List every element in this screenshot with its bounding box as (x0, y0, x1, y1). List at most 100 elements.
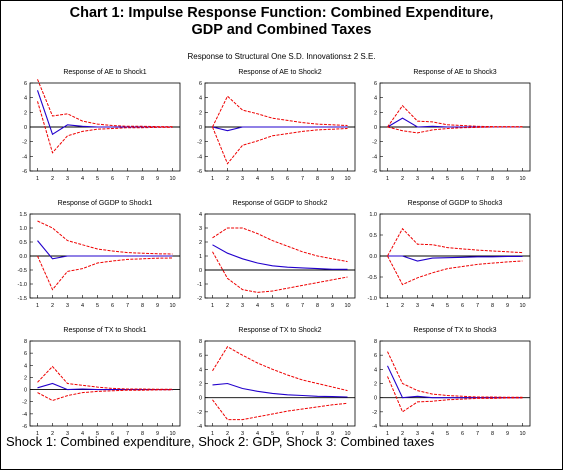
panel-6: Response of GGDP to Shock3 -1.0 -0.5 0.0 0.5… (368, 200, 531, 309)
x-tick-label: 10 (344, 431, 350, 437)
y-tick-label: -4 (372, 424, 377, 430)
x-tick-label: 10 (519, 176, 525, 182)
y-tick-label: -2 (372, 140, 377, 146)
panel-7: Response of TX to Shock1 -6 -4 -2 0 2 4 6 8 1 2 3 4 5… (22, 327, 181, 437)
x-tick-label: 2 (51, 431, 54, 437)
y-tick-label: 0 (24, 388, 27, 394)
x-tick-label: 1 (36, 431, 39, 437)
y-tick-label: -1.5 (18, 296, 27, 302)
series-upper (37, 220, 173, 255)
panel-title: Response of GGDP to Shock1 (58, 200, 153, 207)
series-response (387, 255, 523, 262)
y-tick-label: -0.5 (18, 268, 27, 274)
y-tick-label: -2 (197, 296, 202, 302)
y-tick-label: 4 (24, 363, 27, 369)
x-tick-label: 6 (111, 176, 114, 182)
y-tick-label: 4 (374, 96, 377, 102)
y-tick-label: 1.0 (369, 212, 377, 218)
panel-title: Response of AE to Shock2 (238, 69, 321, 76)
series-upper (212, 227, 348, 263)
x-tick-label: 10 (344, 303, 350, 309)
y-tick-label: -4 (22, 154, 27, 160)
series-response (212, 126, 348, 132)
x-tick-label: 2 (226, 176, 229, 182)
x-tick-label: 2 (226, 303, 229, 309)
y-tick-label: -6 (22, 424, 27, 430)
series-response (212, 244, 348, 270)
x-tick-label: 9 (156, 431, 159, 437)
y-tick-label: -6 (372, 169, 377, 175)
x-tick-label: 1 (386, 431, 389, 437)
y-tick-label: 2 (24, 110, 27, 116)
x-tick-label: 9 (156, 176, 159, 182)
x-tick-label: 9 (331, 431, 334, 437)
y-tick-label: 4 (24, 96, 27, 102)
x-tick-label: 7 (301, 176, 304, 182)
y-tick-label: -2 (22, 140, 27, 146)
y-tick-label: 6 (374, 81, 377, 87)
x-tick-label: 5 (271, 303, 274, 309)
x-tick-label: 4 (81, 431, 84, 437)
series-response (37, 240, 173, 260)
y-tick-label: 6 (199, 353, 202, 359)
y-tick-label: 0 (199, 268, 202, 274)
panel-title: Response of TX to Shock1 (63, 327, 146, 334)
y-tick-label: 6 (374, 353, 377, 359)
y-tick-label: -1.0 (368, 296, 377, 302)
y-tick-label: -4 (197, 154, 202, 160)
y-tick-label: 2 (199, 240, 202, 246)
y-tick-label: -4 (372, 154, 377, 160)
x-tick-label: 10 (169, 176, 175, 182)
series-lower (37, 255, 173, 291)
chart-title-line-1: Chart 1: Impulse Response Function: Comb… (69, 5, 494, 21)
panel-9: Response of TX to Shock3 -4 -2 0 2 4 6 8 1 2 3 4 5 6 7… (372, 327, 531, 437)
x-tick-label: 8 (491, 431, 494, 437)
x-tick-label: 3 (416, 431, 419, 437)
x-tick-label: 6 (111, 431, 114, 437)
x-tick-label: 2 (401, 176, 404, 182)
y-tick-label: 4 (199, 96, 202, 102)
x-tick-label: 8 (316, 431, 319, 437)
series-upper (212, 346, 348, 392)
y-tick-label: 4 (374, 367, 377, 373)
y-tick-label: 4 (199, 367, 202, 373)
panel-title: Response of AE to Shock3 (413, 69, 496, 76)
x-tick-label: 4 (431, 431, 434, 437)
x-tick-label: 8 (316, 303, 319, 309)
series-lower (212, 251, 348, 293)
y-tick-label: 6 (199, 81, 202, 87)
y-tick-label: -4 (22, 412, 27, 418)
x-tick-label: 1 (36, 176, 39, 182)
y-tick-label: 0 (374, 125, 377, 131)
x-tick-label: 2 (51, 176, 54, 182)
x-tick-label: 4 (256, 431, 259, 437)
y-tick-label: -1.0 (18, 282, 27, 288)
panel-title: Response of AE to Shock1 (63, 69, 146, 76)
y-tick-label: 0.0 (369, 254, 377, 260)
series-lower (37, 389, 173, 402)
y-tick-label: 0.5 (19, 240, 27, 246)
x-tick-label: 6 (286, 431, 289, 437)
y-tick-label: 0 (199, 396, 202, 402)
chart-title: Chart 1: Impulse Response Function: Comb… (0, 5, 563, 39)
x-tick-label: 3 (66, 431, 69, 437)
x-tick-label: 10 (344, 176, 350, 182)
x-tick-label: 8 (141, 303, 144, 309)
x-tick-label: 7 (476, 303, 479, 309)
y-tick-label: 2 (374, 110, 377, 116)
x-tick-label: 5 (96, 176, 99, 182)
x-tick-label: 7 (126, 303, 129, 309)
x-tick-label: 6 (461, 431, 464, 437)
plot-frame (29, 340, 181, 427)
x-tick-label: 5 (96, 431, 99, 437)
x-tick-label: 4 (81, 303, 84, 309)
y-tick-label: -2 (22, 400, 27, 406)
series-response (212, 382, 348, 398)
x-tick-label: 9 (506, 303, 509, 309)
panel-title: Response of GGDP to Shock3 (408, 200, 503, 207)
x-tick-label: 6 (286, 176, 289, 182)
y-tick-label: -6 (22, 169, 27, 175)
x-tick-label: 3 (66, 176, 69, 182)
x-tick-label: 7 (301, 431, 304, 437)
y-tick-label: 4 (199, 212, 202, 218)
